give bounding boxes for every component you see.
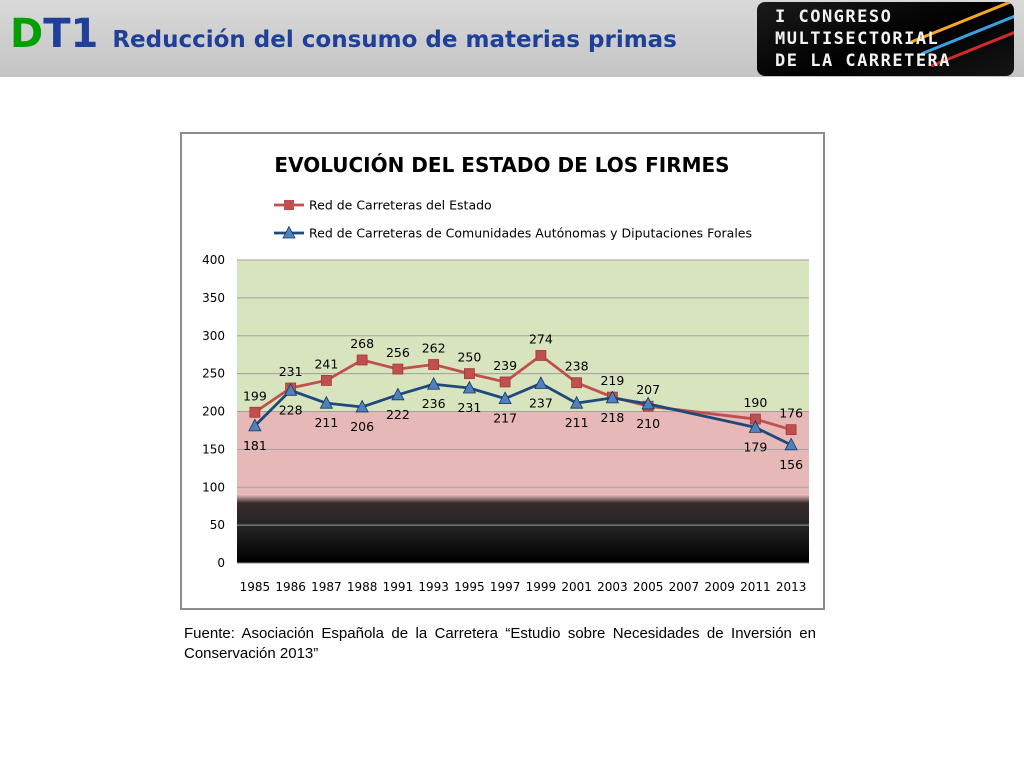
- chart-frame: 0 50 100 150 200 250 300 350 400 1985 1986 1987 1988…: [180, 132, 825, 610]
- x-tick-label: 1999: [526, 580, 557, 594]
- slide-title: DT1 Reducción del consumo de materias pr…: [10, 14, 677, 54]
- data-label-blue: 156: [779, 457, 803, 472]
- legend-label: Red de Carreteras del Estado: [309, 198, 492, 213]
- legend-marker-triangle: [282, 225, 296, 239]
- data-label-blue: 179: [743, 439, 767, 454]
- data-label-red: 274: [529, 331, 553, 346]
- logo-line-2: MULTISECTORIAL: [775, 29, 940, 49]
- x-tick-label: 2013: [776, 580, 807, 594]
- data-point-triangle: [569, 395, 584, 409]
- data-point-triangle: [748, 420, 763, 433]
- x-tick-label: 1985: [240, 580, 271, 594]
- y-tick-label: 150: [202, 442, 225, 456]
- data-point-square: [499, 376, 511, 388]
- y-tick-label: 0: [217, 556, 225, 570]
- data-label-blue: 237: [529, 395, 553, 410]
- data-point-triangle: [319, 395, 334, 409]
- x-tick-label: 2001: [561, 580, 592, 594]
- x-tick-label: 2011: [740, 580, 771, 594]
- data-point-square: [785, 424, 797, 436]
- data-label-blue: 236: [422, 396, 446, 411]
- data-label-red: 207: [636, 382, 660, 397]
- data-label-blue: 211: [314, 415, 338, 430]
- data-label-blue: 228: [279, 402, 303, 417]
- congress-logo: I CONGRESO MULTISECTORIAL DE LA CARRETER…: [757, 2, 1014, 76]
- data-label-blue: 217: [493, 411, 517, 426]
- x-tick-label: 1993: [418, 580, 449, 594]
- data-label-blue: 181: [243, 438, 267, 453]
- data-label-red: 190: [743, 395, 767, 410]
- x-tick-label: 1997: [490, 580, 521, 594]
- data-point-triangle: [283, 382, 298, 396]
- data-label-red: 239: [493, 358, 517, 373]
- data-point-square: [428, 359, 440, 370]
- pink-band: [237, 411, 809, 495]
- x-tick-label: 2003: [597, 580, 628, 594]
- data-point-triangle: [248, 418, 262, 432]
- legend-marker-square: [284, 200, 294, 210]
- chart-title: EVOLUCIÓN DEL ESTADO DE LOS FIRMES: [274, 153, 729, 177]
- data-point-square: [320, 375, 332, 386]
- section-code: DT1: [10, 11, 99, 57]
- y-tick-label: 50: [210, 518, 225, 532]
- data-point-square: [535, 350, 547, 361]
- data-point-square: [463, 368, 475, 380]
- data-point-square: [571, 377, 583, 389]
- x-tick-label: 1986: [275, 580, 306, 594]
- data-label-red: 256: [386, 345, 410, 360]
- dark-band: [237, 494, 809, 563]
- firmes-line-chart: 0 50 100 150 200 250 300 350 400 1985 1986 1987 1988…: [202, 153, 809, 594]
- data-label-red: 238: [565, 359, 589, 374]
- data-point-triangle: [498, 391, 512, 405]
- slide-header: DT1 Reducción del consumo de materias pr…: [0, 0, 1024, 77]
- slide-subtitle: Reducción del consumo de materias primas: [112, 27, 677, 53]
- data-label-red: 219: [600, 373, 624, 388]
- data-label-red: 268: [350, 336, 374, 351]
- x-tick-label: 2007: [669, 580, 700, 594]
- data-label-blue: 210: [636, 416, 660, 431]
- data-point-triangle: [355, 399, 369, 413]
- y-tick-label: 200: [202, 405, 225, 419]
- y-tick-label: 100: [202, 480, 225, 494]
- logo-line-1: I CONGRESO: [775, 7, 893, 27]
- y-tick-label: 350: [202, 291, 225, 305]
- data-label-blue: 231: [457, 400, 481, 415]
- y-tick-label: 400: [202, 253, 225, 267]
- y-tick-label: 300: [202, 329, 225, 343]
- data-point-triangle: [784, 437, 798, 451]
- data-point-square: [392, 363, 404, 375]
- data-label-red: 231: [279, 364, 303, 379]
- data-point-triangle: [391, 387, 405, 401]
- x-tick-label: 1988: [347, 580, 378, 594]
- source-caption: Fuente: Asociación Española de la Carret…: [184, 625, 816, 662]
- data-label-red: 262: [422, 341, 446, 356]
- data-label-blue: 222: [386, 407, 410, 422]
- data-point-triangle: [605, 390, 620, 404]
- data-label-red: 241: [314, 356, 338, 371]
- data-label-blue: 206: [350, 419, 374, 434]
- series-line-2: [253, 382, 792, 447]
- data-point-triangle: [426, 376, 441, 390]
- series-line-1: [254, 354, 792, 432]
- data-label-red: 176: [779, 406, 803, 421]
- x-tick-label: 1991: [383, 580, 414, 594]
- data-point-square: [356, 354, 368, 366]
- legend-label: Red de Carreteras de Comunidades Autónom…: [309, 226, 752, 241]
- x-tick-label: 1995: [454, 580, 485, 594]
- data-point-triangle: [641, 396, 655, 410]
- x-tick-label: 2005: [633, 580, 664, 594]
- data-label-red: 250: [457, 350, 481, 365]
- data-label-red: 199: [243, 388, 267, 403]
- x-tick-label: 2009: [704, 580, 735, 594]
- x-tick-label: 1987: [311, 580, 342, 594]
- y-tick-label: 250: [202, 367, 225, 381]
- data-point-square: [249, 406, 261, 418]
- data-label-blue: 218: [600, 410, 624, 425]
- data-point-triangle: [534, 376, 548, 389]
- logo-line-3: DE LA CARRETERA: [775, 51, 952, 71]
- data-label-blue: 211: [565, 415, 589, 430]
- data-point-triangle: [462, 380, 477, 394]
